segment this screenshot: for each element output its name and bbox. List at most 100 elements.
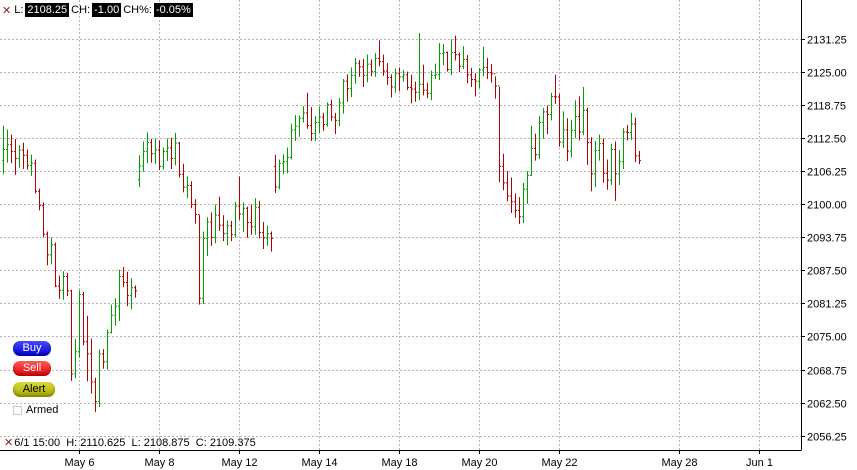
x-tick-label: May 18 [381,457,417,469]
ohlc-bar [142,141,145,172]
ohlc-bar [210,212,213,246]
x-tick-label: May 20 [461,457,497,469]
x-tick-label: May 22 [541,457,577,469]
ohlc-bar [566,118,569,162]
ohlc-bar [506,171,509,202]
ohlc-bar [518,197,521,225]
ohlc-bar [50,237,53,265]
ohlc-bar [222,215,225,242]
ohlc-bar [58,275,61,299]
ohlc-bar [174,133,177,166]
ohlc-bar [630,112,633,140]
x-tick-label: May 12 [221,457,257,469]
bar-low-value: 2108.875 [143,436,190,449]
ohlc-bar [466,55,469,84]
ohlc-bar [198,214,201,305]
y-tick-label: 2087.50 [807,266,847,278]
ohlc-bar [594,140,597,188]
ohlc-bar [94,377,97,413]
ohlc-bar [530,125,533,176]
ohlc-bar [130,278,133,310]
ohlc-bar [614,141,617,201]
ohlc-bar [374,53,377,77]
ohlc-bar [166,138,169,162]
ohlc-bar [510,177,513,214]
ohlc-bar [618,149,621,185]
ohlc-bar [354,57,357,84]
ohlc-bar [190,181,193,209]
sell-button[interactable]: Sell [13,361,51,376]
ohlc-bar [554,74,557,104]
ohlc-bar [434,63,437,80]
armed-checkbox[interactable] [13,405,22,415]
x-tick-label: Jun 1 [746,457,773,469]
ohlc-bar [450,39,453,76]
ohlc-bar [474,73,477,97]
change-percent-value: -0.05% [153,3,193,17]
ohlc-bar [294,115,297,141]
alert-button[interactable]: Alert [13,382,55,397]
ohlc-bar [490,64,493,83]
ohlc-bar [386,63,389,85]
ohlc-bar [182,163,185,193]
ohlc-bar [138,155,141,188]
ohlc-bar [482,46,485,77]
close-marker-icon[interactable]: ✕ [2,4,12,17]
ohlc-bar [278,159,281,190]
y-tick-label: 2056.25 [807,432,847,444]
ohlc-bar [154,138,157,164]
ohlc-bar [26,149,29,170]
ohlc-bar [410,74,413,104]
ohlc-bar [422,64,425,96]
ohlc-bar [418,32,421,101]
ohlc-bar [534,133,537,161]
armed-toggle[interactable]: Armed [13,404,58,416]
x-tick-label: May 14 [301,457,337,469]
bar-high-value: 2110.625 [80,436,126,449]
ohlc-bar [346,74,349,102]
buy-button[interactable]: Buy [13,341,51,356]
ohlc-bar [526,171,529,204]
ohlc-bar [562,111,565,148]
ohlc-bar [286,147,289,174]
ohlc-bar [146,132,149,164]
ohlc-bar [550,92,553,121]
ohlc-bar [406,71,409,91]
ohlc-bar [134,285,137,298]
ohlc-bar [162,147,165,170]
ohlc-bar [90,338,93,394]
ohlc-bar [270,231,273,252]
last-value: 2108.25 [25,3,70,17]
ohlc-bar [394,68,397,93]
ohlc-bar [242,202,245,233]
ohlc-bar [382,54,385,76]
ohlc-bar [114,298,117,326]
ohlc-bar [606,159,609,190]
ohlc-bar [486,57,489,80]
ohlc-bar [626,125,629,141]
ohlc-bar [458,52,461,73]
ohlc-bar [82,291,85,346]
ohlc-bar [98,349,101,407]
ohlc-bar [462,46,465,69]
ohlc-bar [234,201,237,238]
ohlc-bar [150,138,153,163]
change-label: CH: [71,4,91,16]
ohlc-bar [46,231,49,266]
ohlc-bar [478,67,481,89]
ohlc-bar [610,143,613,185]
ohlc-bar [514,193,517,218]
ohlc-bar [302,106,305,123]
ohlc-bar [62,271,65,300]
ohlc-bar [638,151,641,165]
ohlc-bar [494,73,497,99]
ohlc-bar [342,79,345,114]
ohlc-bar [586,107,589,165]
ohlc-bar [546,105,549,135]
ohlc-bar [2,125,5,175]
ohlc-bar [14,138,17,175]
ohlc-bar [502,153,505,191]
armed-label: Armed [26,404,59,416]
ohlc-bar [358,59,361,77]
